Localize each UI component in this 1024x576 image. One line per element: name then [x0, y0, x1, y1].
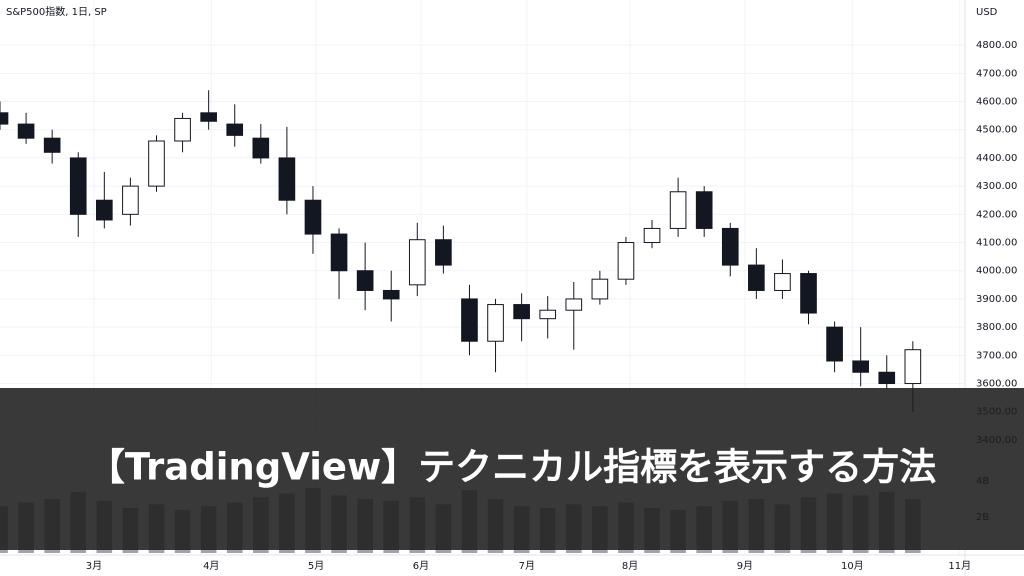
- y-tick-label: 4000.00: [976, 266, 1017, 277]
- candle-body: [669, 191, 687, 229]
- x-tick-label: 6月: [413, 560, 429, 572]
- candle-body: [408, 239, 426, 286]
- y-tick-label: 4800.00: [976, 40, 1017, 51]
- x-tick-label: 8月: [622, 560, 638, 572]
- candle-body: [826, 326, 843, 362]
- candle-body: [800, 273, 817, 314]
- candle-body: [591, 278, 609, 300]
- candle-body: [200, 112, 217, 122]
- candle-body: [382, 289, 400, 300]
- candle-body: [852, 360, 870, 373]
- candle-body: [122, 185, 139, 215]
- candle-body: [174, 117, 191, 142]
- candle-body: [617, 242, 635, 280]
- y-tick-label: 4300.00: [976, 181, 1017, 192]
- y-tick-label: 3800.00: [976, 322, 1017, 333]
- candle-body: [148, 140, 165, 187]
- candle-body: [721, 227, 739, 266]
- x-tick-label: 10月: [841, 560, 864, 572]
- x-tick-label: 4月: [203, 560, 219, 572]
- y-tick-label: 4100.00: [976, 238, 1017, 249]
- candle-body: [461, 298, 478, 342]
- candle-body: [69, 157, 87, 215]
- candle-body: [330, 233, 348, 272]
- banner-title: 【TradingView】テクニカル指標を表示する方法: [88, 446, 936, 489]
- candle-body: [356, 270, 374, 291]
- candle-body: [565, 298, 583, 311]
- candle-body: [878, 371, 896, 385]
- y-tick-label: 4200.00: [976, 209, 1017, 220]
- candle-body: [539, 309, 557, 320]
- candle-body: [487, 304, 504, 342]
- y-tick-label: 4700.00: [976, 68, 1017, 79]
- y-tick-label: 4500.00: [976, 125, 1017, 136]
- candle-body: [43, 137, 61, 153]
- candle-body: [643, 227, 661, 244]
- x-tick-label: 11月: [948, 560, 971, 572]
- x-tick-label: 7月: [519, 560, 535, 572]
- candle-body: [252, 137, 270, 159]
- candle-body: [695, 191, 713, 229]
- symbol-label: S&P500指数, 1日, SP: [6, 5, 107, 18]
- candle-body: [904, 349, 922, 385]
- x-tick-label: 3月: [86, 560, 102, 572]
- x-tick-label: 5月: [308, 560, 324, 572]
- x-tick-label: 9月: [737, 560, 753, 572]
- candle-body: [0, 112, 9, 125]
- banner: [0, 388, 1024, 550]
- candle-body: [748, 264, 765, 291]
- candle-body: [774, 273, 791, 291]
- y-tick-label: 3900.00: [976, 294, 1017, 305]
- y-tick-label: 3600.00: [976, 379, 1017, 390]
- candle-body: [304, 199, 322, 235]
- y-tick-label: 4600.00: [976, 97, 1017, 108]
- candle-body: [96, 199, 113, 221]
- candle-body: [17, 123, 35, 139]
- candle-body: [513, 304, 530, 320]
- candle-body: [435, 239, 452, 266]
- currency-label: USD: [976, 7, 998, 18]
- y-tick-label: 4400.00: [976, 153, 1017, 164]
- candle-body: [226, 123, 244, 136]
- y-tick-label: 3700.00: [976, 350, 1017, 361]
- candle-body: [278, 157, 296, 201]
